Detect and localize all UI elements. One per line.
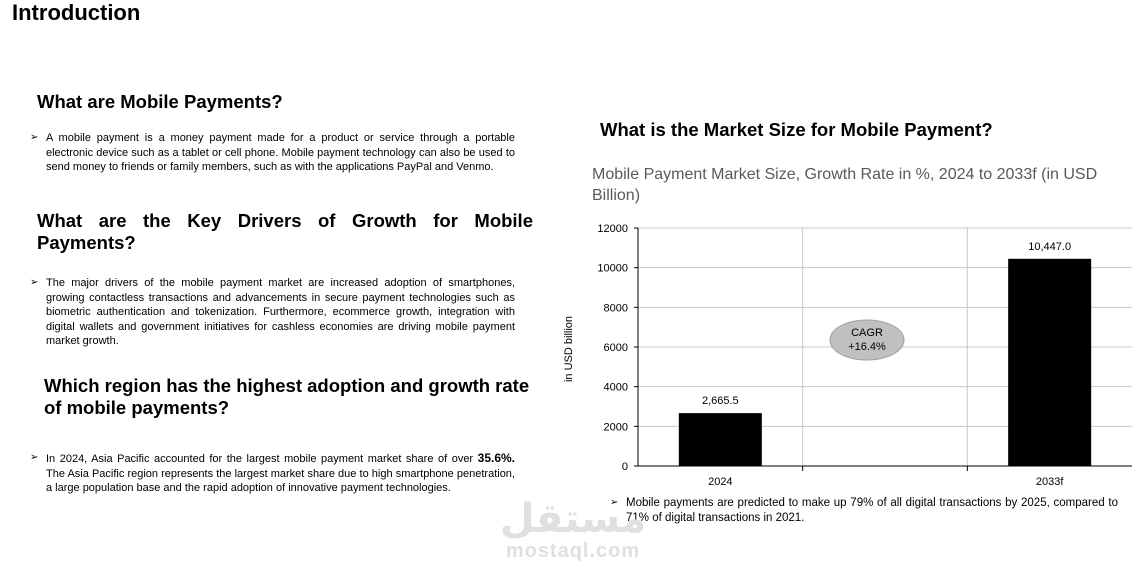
bullet-arrow-icon: ➢ <box>30 277 39 288</box>
section-heading-growth-drivers: What are the Key Drivers of Growth for M… <box>37 210 533 253</box>
bar-2033f <box>1008 258 1092 466</box>
section-heading-mobile-payments: What are Mobile Payments? <box>37 91 283 112</box>
bar-2024 <box>678 413 762 466</box>
y-axis-label: in USD billion <box>563 316 575 382</box>
chart-labels: 0 2000 4000 6000 8000 10000 12000 2,665.5 2024 10… <box>597 223 1071 488</box>
y-tick-label: 2000 <box>604 421 628 433</box>
bullet-text: A mobile payment is a money payment made… <box>46 132 515 173</box>
bullet-arrow-icon: ➢ <box>30 452 39 463</box>
y-tick-label: 10000 <box>597 263 628 275</box>
section-heading-region-adoption: Which region has the highest adoption an… <box>44 375 530 418</box>
cagr-value: +16.4% <box>848 341 886 353</box>
y-tick-label: 4000 <box>604 382 628 394</box>
page-title: Introduction <box>12 0 141 25</box>
y-tick-label: 12000 <box>597 223 628 235</box>
bar-data-label: 10,447.0 <box>1028 241 1071 253</box>
market-size-chart: 0 2000 4000 6000 8000 10000 12000 2,665.5 2024 10… <box>563 223 1132 488</box>
x-tick-label: 2033f <box>1036 476 1064 488</box>
watermark-arabic: مستقل <box>499 497 647 541</box>
cagr-annotation: CAGR +16.4% <box>829 319 905 361</box>
bullet-text: Mobile payments are predicted to make up… <box>626 497 1118 524</box>
section-heading-market-size: What is the Market Size for Mobile Payme… <box>600 119 993 140</box>
cagr-label: CAGR <box>851 327 883 339</box>
bullet-text-pre: In 2024, Asia Pacific accounted for the … <box>46 453 478 465</box>
watermark-latin: mostaql.com <box>505 540 641 562</box>
bullet-text-post: The Asia Pacific region represents the l… <box>46 467 515 495</box>
bullet-arrow-icon: ➢ <box>30 132 39 143</box>
chart-bars <box>678 258 1092 466</box>
x-tick-label: 2024 <box>708 476 732 488</box>
y-tick-label: 8000 <box>604 302 628 314</box>
watermark-logo: مستقل mostaql.com <box>498 498 648 562</box>
bullet-text: The major drivers of the mobile payment … <box>46 277 515 347</box>
cagr-ellipse <box>829 319 905 361</box>
y-tick-label: 0 <box>622 461 628 473</box>
bullet-arrow-icon: ➢ <box>610 497 619 508</box>
bullet-highlight-value: 35.6%. <box>477 451 515 465</box>
bar-data-label: 2,665.5 <box>702 395 739 407</box>
bullet-text: In 2024, Asia Pacific accounted for the … <box>46 451 515 496</box>
y-tick-label: 6000 <box>604 342 628 354</box>
chart-title: Mobile Payment Market Size, Growth Rate … <box>592 166 1098 204</box>
